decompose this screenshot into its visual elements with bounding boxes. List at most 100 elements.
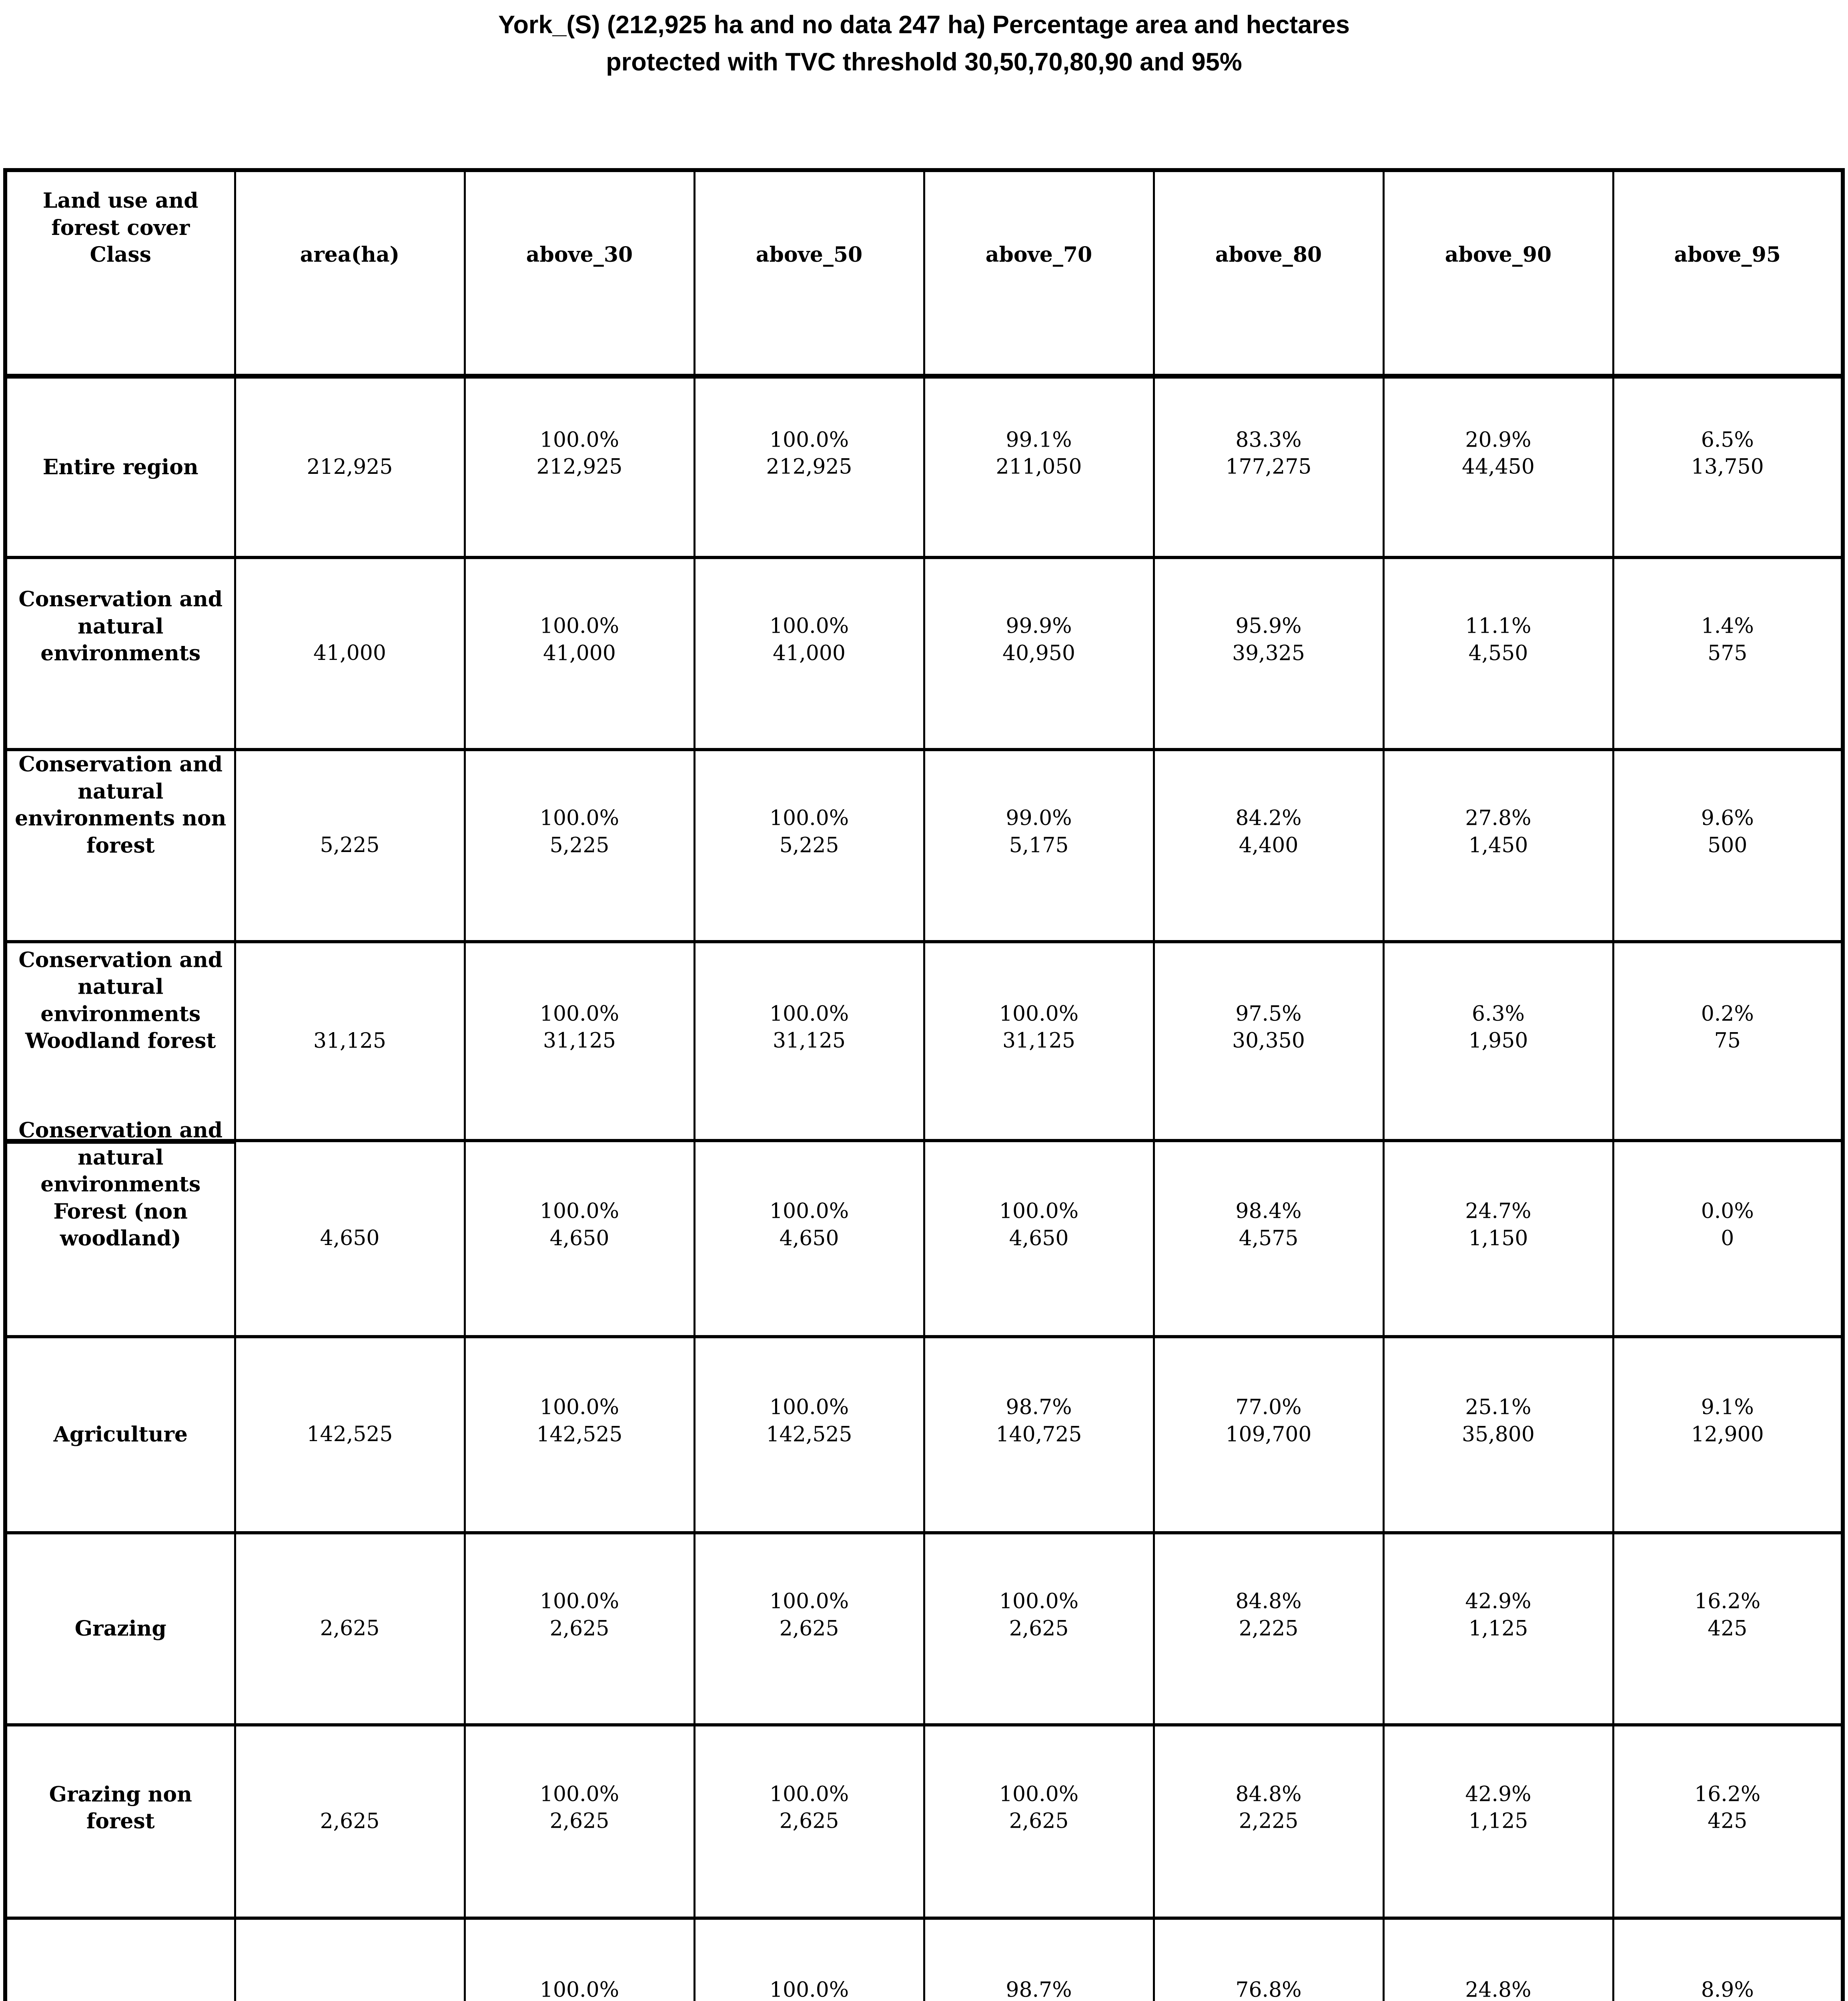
table-cell: 31,125 (234, 940, 466, 1142)
area-value: 142,525 (307, 1422, 393, 1447)
row-label: Conservation and natural environments Fo… (18, 1118, 223, 1251)
ha-value: 140,725 (996, 1422, 1082, 1447)
pct-value: 100.0% (999, 1589, 1079, 1614)
table-cell: 100.0% 4,650 (923, 1139, 1155, 1338)
ha-value: 31,125 (543, 1029, 616, 1053)
table-row: Grazing non forest 2,625 100.0% 2,625 100… (4, 1723, 1844, 1920)
pct-value: 98.7% (1006, 1395, 1072, 1420)
ha-value: 109,700 (1225, 1422, 1312, 1447)
area-value: 2,625 (320, 1616, 380, 1641)
table-cell: 9.6% 500 (1612, 748, 1844, 943)
row-label: Entire region (42, 455, 198, 479)
pct-value: 0.2% (1701, 1002, 1754, 1026)
table-cell: 99.0% 5,175 (923, 748, 1155, 943)
pct-value: 95.9% (1235, 614, 1302, 638)
ha-value: 2,625 (549, 1809, 609, 1833)
pct-value: 100.0% (539, 1589, 619, 1614)
table-cell: 11.1% 4,550 (1382, 556, 1614, 751)
area-value: 41,000 (313, 641, 386, 666)
pct-value: 84.2% (1235, 806, 1302, 830)
pct-value: 100.0% (539, 428, 619, 452)
table-cell: 100.0% 2,625 (463, 1723, 696, 1920)
pct-value: 16.2% (1694, 1589, 1761, 1614)
ha-value: 2,625 (779, 1809, 839, 1833)
pct-value: 77.0% (1235, 1395, 1302, 1420)
area-value: 2,625 (320, 1809, 380, 1833)
pct-value: 27.8% (1465, 806, 1531, 830)
ha-value: 13,750 (1691, 455, 1764, 479)
ha-value: 2,625 (1009, 1616, 1069, 1641)
header-cell-above-90: above_90 (1382, 168, 1614, 379)
row-label: Grazing non forest (49, 1782, 192, 1834)
table-cell: 6.3% 1,950 (1382, 940, 1614, 1142)
header-cell-above-70: above_70 (923, 168, 1155, 379)
page-title-line2: protected with TVC threshold 30,50,70,80… (606, 48, 1242, 76)
table-cell: 100.0%139,900 (693, 1917, 925, 2001)
table-cell: 5,225 (234, 748, 466, 943)
table-cell: Cropping (4, 1917, 236, 2001)
ha-value: 4,650 (549, 1226, 609, 1251)
row-label: Conservation and natural environments no… (15, 752, 226, 858)
table-cell: 2,625 (234, 1723, 466, 1920)
pct-value: 16.2% (1694, 1782, 1761, 1807)
table-cell: 84.8% 2,225 (1152, 1531, 1385, 1726)
table-cell: 100.0% 31,125 (463, 940, 696, 1142)
pct-value: 100.0% (769, 428, 849, 452)
pct-value: 100.0% (769, 806, 849, 830)
table-cell: 2,625 (234, 1531, 466, 1726)
header-row: Land use and forest cover Class area(ha)… (4, 168, 1844, 379)
pct-value: 9.6% (1701, 806, 1754, 830)
pct-value: 100.0% (539, 1199, 619, 1223)
pct-value: 24.7% (1465, 1199, 1531, 1223)
pct-value: 99.1% (1006, 428, 1072, 452)
area-value: 212,925 (307, 455, 393, 479)
ha-value: 1,450 (1468, 833, 1528, 858)
pct-value: 76.8% (1235, 1978, 1302, 2001)
table-cell: 24.7% 1,150 (1382, 1139, 1614, 1338)
table-row: Conservation and natural environments no… (4, 748, 1844, 943)
table-cell: 100.0% 41,000 (463, 556, 696, 751)
pct-value: 100.0% (769, 1589, 849, 1614)
ha-value: 177,275 (1225, 455, 1312, 479)
table-cell: 142,525 (234, 1335, 466, 1534)
header-cell-above-50: above_50 (693, 168, 925, 379)
ha-value: 1,125 (1468, 1616, 1528, 1641)
ha-value: 75 (1714, 1029, 1741, 1053)
pct-value: 84.8% (1235, 1589, 1302, 1614)
ha-value: 39,325 (1232, 641, 1305, 666)
pct-value: 6.3% (1471, 1002, 1525, 1026)
pct-value: 25.1% (1465, 1395, 1531, 1420)
table-cell: 84.8% 2,225 (1152, 1723, 1385, 1920)
ha-value: 4,400 (1239, 833, 1299, 858)
pct-value: 100.0% (999, 1199, 1079, 1223)
pct-value: 8.9% (1701, 1978, 1754, 2001)
row-label: Conservation and natural environments (18, 587, 223, 666)
pct-value: 24.8% (1465, 1978, 1531, 2001)
ha-value: 212,925 (766, 455, 852, 479)
table-cell: 100.0% 212,925 (463, 375, 696, 559)
ha-value: 500 (1708, 833, 1748, 858)
ha-value: 142,525 (536, 1422, 623, 1447)
row-label: Conservation and natural environments Wo… (18, 947, 223, 1053)
ha-value: 5,225 (779, 833, 839, 858)
ha-value: 425 (1708, 1616, 1748, 1641)
table-cell: 16.2% 425 (1612, 1723, 1844, 1920)
table-cell: 100.0% 212,925 (693, 375, 925, 559)
area-value: 4,650 (320, 1226, 380, 1251)
table-cell: Conservation and natural environments Wo… (4, 940, 236, 1142)
table-cell: 100.0%139,900 (463, 1917, 696, 2001)
ha-value: 575 (1708, 641, 1748, 666)
table-cell: 83.3% 177,275 (1152, 375, 1385, 559)
ha-value: 30,350 (1232, 1029, 1305, 1053)
ha-value: 2,625 (1009, 1809, 1069, 1833)
ha-value: 2,625 (549, 1616, 609, 1641)
pct-value: 11.1% (1465, 614, 1531, 638)
pct-value: 99.0% (1006, 806, 1072, 830)
table-cell: 100.0% 2,625 (463, 1531, 696, 1726)
pct-value: 100.0% (999, 1782, 1079, 1807)
table-row: Grazing 2,625 100.0% 2,625 100.0% 2,625 10… (4, 1531, 1844, 1726)
table-cell: 139,900 (234, 1917, 466, 2001)
header-label: above_30 (526, 243, 633, 267)
data-table: Land use and forest cover Class area(ha)… (3, 168, 1845, 2001)
table-cell: Conservation and natural environments no… (4, 748, 236, 943)
